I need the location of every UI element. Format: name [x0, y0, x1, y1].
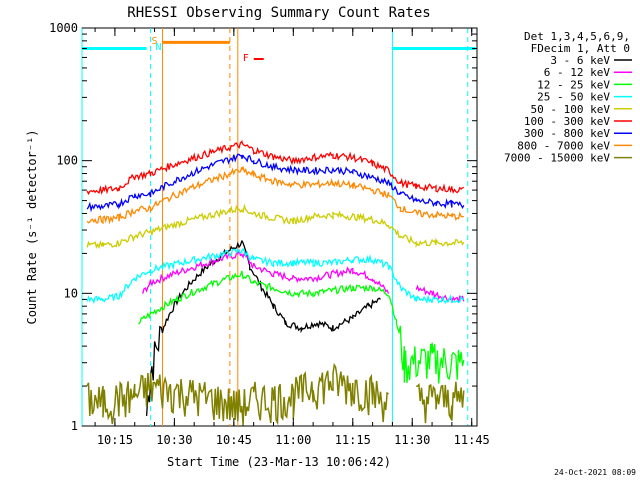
plot-area: SN F: [81, 28, 476, 426]
x-tick-label-3: 10:45: [216, 433, 252, 447]
x-tick-label-4: 11:00: [275, 433, 311, 447]
series-line-7: [86, 153, 465, 213]
flag-s: S: [152, 36, 158, 47]
legend-label-2: 6 - 12 keV: [544, 66, 611, 79]
x-tick-label-7: 11:45: [454, 433, 490, 447]
legend-label-3: 12 - 25 keV: [537, 78, 610, 91]
x-tick-label-1: 10:15: [97, 433, 133, 447]
legend-label-5: 50 - 100 keV: [531, 103, 611, 116]
y-tick-label-3: 100: [56, 154, 78, 168]
footer-timestamp: 24-Oct-2021 08:09: [554, 468, 636, 477]
legend-header-line-2: FDecim 1, Att 0: [531, 42, 630, 55]
x-tick-label-5: 11:15: [335, 433, 371, 447]
y-tick-label-1: 1: [71, 419, 78, 433]
series-line-3: [138, 270, 465, 384]
legend-label-1: 3 - 6 keV: [550, 54, 610, 67]
legend-label-9: 7000 - 15000 keV: [504, 152, 610, 165]
y-axis-label: Count Rate (s⁻¹ detector⁻¹): [25, 129, 39, 324]
x-tick-label-2: 10:30: [156, 433, 192, 447]
x-axis-label: Start Time (23-Mar-13 10:06:42): [167, 455, 391, 469]
series-line-9: [86, 362, 465, 426]
series-line-5: [86, 203, 465, 250]
x-axis: 10:15 10:30 10:45 11:00 11:15 11:30 11:45: [94, 28, 490, 447]
legend-header-line-1: Det 1,3,4,5,6,9,: [524, 30, 630, 43]
y-tick-label-4: 1000: [49, 21, 78, 35]
series-line-4: [86, 247, 464, 305]
legend: Det 1,3,4,5,6,9, FDecim 1, Att 0 3 - 6 k…: [504, 30, 632, 165]
y-tick-label-2: 10: [64, 286, 78, 300]
series-line-1: [145, 240, 381, 416]
legend-label-6: 100 - 300 keV: [524, 115, 610, 128]
series-line-2: [142, 249, 465, 303]
legend-label-8: 800 - 7000 keV: [517, 139, 610, 152]
flag-n: N: [155, 42, 161, 53]
flag-f: F: [243, 53, 249, 64]
legend-label-7: 300 - 800 keV: [524, 127, 610, 140]
series-line-8: [86, 165, 464, 225]
series-line-6: [86, 139, 464, 196]
y-axis: 1 10 100 1000: [49, 21, 477, 433]
legend-label-4: 25 - 50 keV: [537, 91, 610, 104]
x-tick-label-6: 11:30: [394, 433, 430, 447]
chart-title: RHESSI Observing Summary Count Rates: [127, 5, 430, 21]
